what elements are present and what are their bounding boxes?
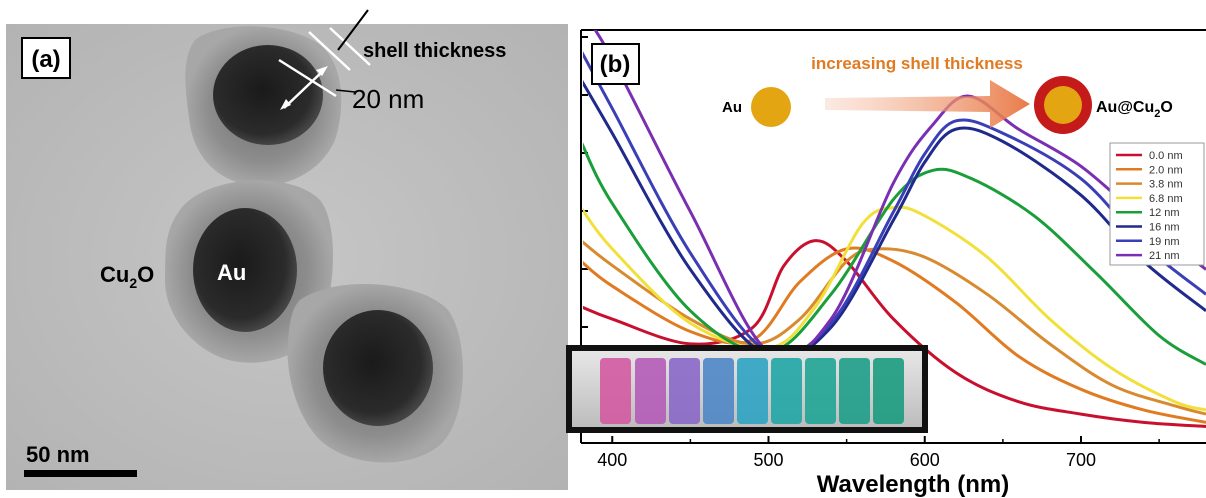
series-line-3 bbox=[583, 205, 1206, 412]
x-axis-label: Wavelength (nm) bbox=[817, 471, 1009, 498]
thickness-value-label: 20 nm bbox=[352, 84, 424, 114]
legend-entry-label: 0.0 nm bbox=[1149, 150, 1183, 162]
legend-entry-label: 12 nm bbox=[1149, 207, 1180, 219]
legend-entry-label: 21 nm bbox=[1149, 250, 1180, 262]
particle-top bbox=[185, 26, 342, 186]
legend-entry-label: 16 nm bbox=[1149, 222, 1180, 234]
x-tick-label: 500 bbox=[753, 450, 783, 470]
panel-b-label: (b) bbox=[600, 51, 631, 78]
x-tick-label: 600 bbox=[910, 450, 940, 470]
vial-photo-inset bbox=[566, 345, 928, 433]
au-particle bbox=[751, 87, 791, 127]
au-core-label: Au bbox=[217, 260, 246, 285]
series-line-6 bbox=[583, 51, 1206, 358]
panel-b: 400 500 600 700 (b) increasing shell thickn… bbox=[566, 29, 1206, 498]
particle-middle bbox=[165, 180, 333, 363]
scale-bar-label: 50 nm bbox=[26, 442, 90, 467]
panel-a: (a) shell thickness 20 nm Cu2O Au 50 nm bbox=[6, 9, 568, 490]
panel-b-label-box bbox=[591, 43, 640, 85]
increasing-arrow bbox=[825, 80, 1030, 128]
cu2o-label: Cu2O bbox=[100, 262, 154, 291]
legend-entry-label: 19 nm bbox=[1149, 236, 1180, 248]
spectra-lines bbox=[583, 30, 1206, 428]
au-cu2o-core bbox=[1044, 86, 1082, 124]
legend-entry-label: 2.0 nm bbox=[1149, 164, 1183, 176]
scale-bar bbox=[24, 470, 137, 477]
legend: 0.0 nm 2.0 nm 3.8 nm 6.8 nm 12 nm 16 nm 19 nm 2… bbox=[1116, 150, 1183, 262]
series-line-5 bbox=[583, 80, 1206, 361]
x-tick-label: 700 bbox=[1066, 450, 1096, 470]
shell-thickness-label: shell thickness bbox=[363, 40, 506, 62]
series-line-7 bbox=[593, 30, 1206, 360]
shell-thickness-annotation bbox=[278, 9, 371, 110]
series-line-4 bbox=[583, 142, 1206, 366]
legend-box bbox=[1109, 142, 1205, 266]
legend-entry-label: 6.8 nm bbox=[1149, 193, 1183, 205]
particle-bottom bbox=[287, 283, 463, 463]
increasing-shell-label: increasing shell thickness bbox=[811, 54, 1023, 73]
legend-entry-label: 3.8 nm bbox=[1149, 179, 1183, 191]
panel-a-label-box bbox=[21, 37, 71, 79]
panel-a-label: (a) bbox=[31, 46, 60, 73]
au-cu2o-label: Au@Cu2O bbox=[1096, 99, 1173, 120]
au-particle-label: Au bbox=[722, 99, 742, 116]
x-ticks: 400 500 600 700 bbox=[597, 436, 1160, 470]
x-tick-label: 400 bbox=[597, 450, 627, 470]
